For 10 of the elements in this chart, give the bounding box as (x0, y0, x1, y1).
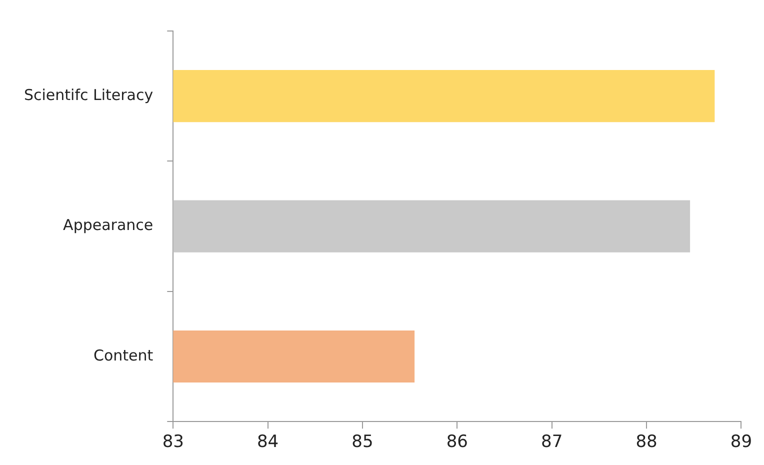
x-tick-label: 86 (446, 432, 468, 452)
x-tick-label: 88 (636, 432, 658, 452)
x-tick-label: 89 (730, 432, 752, 452)
y-tick-label: Appearance (63, 216, 154, 234)
y-tick-label: Scientifc Literacy (24, 86, 154, 104)
x-tick-label: 83 (162, 432, 184, 452)
y-tick-label: Content (93, 346, 154, 364)
x-tick-label: 84 (256, 432, 279, 452)
x-tick-label: 85 (352, 432, 374, 452)
x-tick-label: 87 (541, 432, 563, 452)
